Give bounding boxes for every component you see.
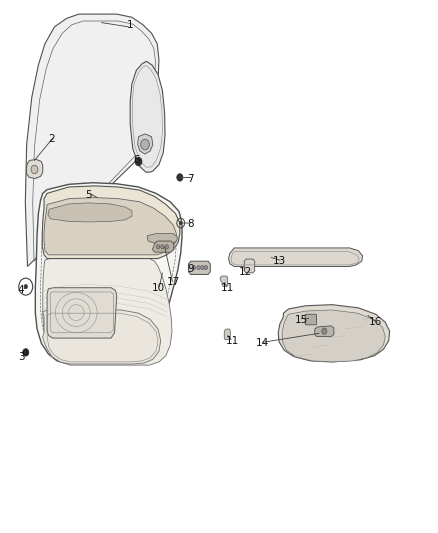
Polygon shape xyxy=(25,14,159,266)
Polygon shape xyxy=(43,310,161,364)
Circle shape xyxy=(156,245,160,249)
Circle shape xyxy=(192,265,195,270)
Circle shape xyxy=(135,157,142,166)
Circle shape xyxy=(204,265,208,270)
Polygon shape xyxy=(315,326,334,336)
Circle shape xyxy=(201,265,204,270)
Circle shape xyxy=(322,328,327,334)
Polygon shape xyxy=(44,198,177,255)
Polygon shape xyxy=(244,259,254,273)
Text: 9: 9 xyxy=(187,264,194,274)
Circle shape xyxy=(23,349,29,356)
Polygon shape xyxy=(229,248,363,266)
Polygon shape xyxy=(35,183,182,364)
Circle shape xyxy=(197,265,200,270)
Circle shape xyxy=(31,165,38,174)
Text: 12: 12 xyxy=(238,267,252,277)
FancyBboxPatch shape xyxy=(305,314,317,325)
Circle shape xyxy=(177,174,183,181)
Text: 4: 4 xyxy=(18,285,24,295)
Text: 11: 11 xyxy=(226,336,239,346)
Circle shape xyxy=(24,285,28,289)
Polygon shape xyxy=(42,186,180,259)
Polygon shape xyxy=(224,329,230,340)
Polygon shape xyxy=(43,259,172,365)
Polygon shape xyxy=(130,61,165,172)
Text: 3: 3 xyxy=(18,352,24,361)
Polygon shape xyxy=(147,233,178,243)
Text: 10: 10 xyxy=(152,282,165,293)
Polygon shape xyxy=(27,159,43,179)
Polygon shape xyxy=(220,276,228,287)
Text: 2: 2 xyxy=(48,134,55,144)
Text: 17: 17 xyxy=(167,277,180,287)
Polygon shape xyxy=(278,305,390,362)
Circle shape xyxy=(165,245,169,249)
Text: 11: 11 xyxy=(221,282,234,293)
Polygon shape xyxy=(152,241,174,252)
Text: 15: 15 xyxy=(295,314,308,325)
Polygon shape xyxy=(48,203,132,222)
Text: 14: 14 xyxy=(256,338,269,349)
Text: 13: 13 xyxy=(273,256,286,266)
Text: 1: 1 xyxy=(127,20,133,30)
Text: 7: 7 xyxy=(187,174,194,184)
Text: 16: 16 xyxy=(369,317,382,327)
Circle shape xyxy=(141,139,149,150)
Polygon shape xyxy=(47,288,117,338)
Polygon shape xyxy=(138,134,153,154)
Text: 5: 5 xyxy=(85,190,92,200)
Polygon shape xyxy=(282,310,385,362)
Circle shape xyxy=(161,245,164,249)
Circle shape xyxy=(180,221,182,224)
Polygon shape xyxy=(188,261,210,274)
Text: 6: 6 xyxy=(133,156,140,165)
Text: 8: 8 xyxy=(187,219,194,229)
